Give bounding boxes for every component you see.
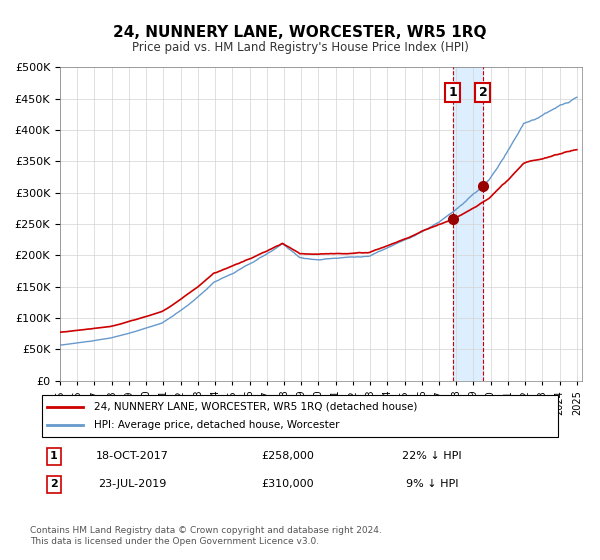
- Text: HPI: Average price, detached house, Worcester: HPI: Average price, detached house, Worc…: [94, 420, 339, 430]
- Text: 24, NUNNERY LANE, WORCESTER, WR5 1RQ (detached house): 24, NUNNERY LANE, WORCESTER, WR5 1RQ (de…: [94, 402, 417, 412]
- Text: 23-JUL-2019: 23-JUL-2019: [98, 479, 166, 489]
- Text: 24, NUNNERY LANE, WORCESTER, WR5 1RQ: 24, NUNNERY LANE, WORCESTER, WR5 1RQ: [113, 25, 487, 40]
- FancyBboxPatch shape: [42, 395, 558, 437]
- Text: Price paid vs. HM Land Registry's House Price Index (HPI): Price paid vs. HM Land Registry's House …: [131, 41, 469, 54]
- Text: 9% ↓ HPI: 9% ↓ HPI: [406, 479, 458, 489]
- Text: 18-OCT-2017: 18-OCT-2017: [95, 451, 169, 461]
- Text: 22% ↓ HPI: 22% ↓ HPI: [402, 451, 462, 461]
- Text: £258,000: £258,000: [262, 451, 314, 461]
- Text: 2: 2: [50, 479, 58, 489]
- Text: Contains HM Land Registry data © Crown copyright and database right 2024.
This d: Contains HM Land Registry data © Crown c…: [30, 526, 382, 546]
- Text: 2: 2: [479, 86, 487, 99]
- Text: £310,000: £310,000: [262, 479, 314, 489]
- Bar: [453, 67, 483, 381]
- Text: 1: 1: [448, 86, 457, 99]
- Text: 1: 1: [50, 451, 58, 461]
